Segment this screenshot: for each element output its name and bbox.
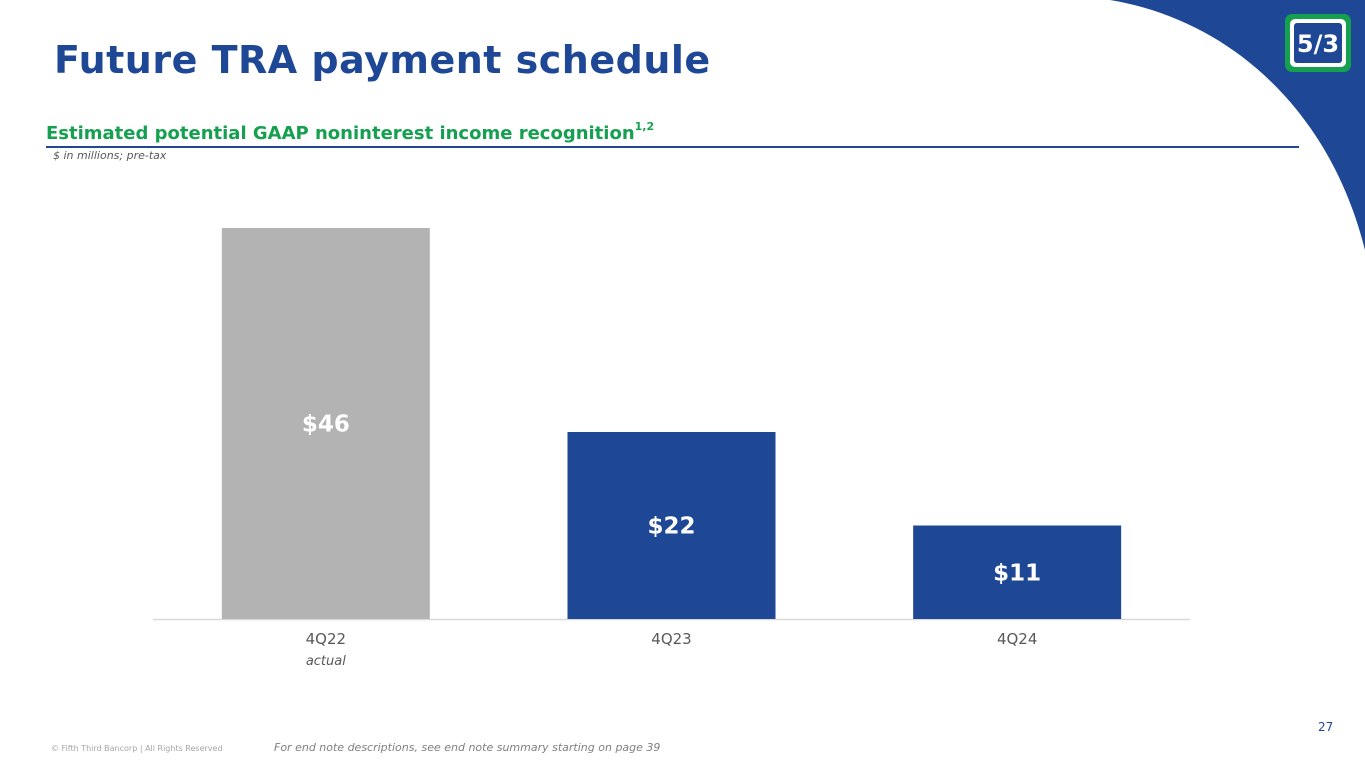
bar-4q24 [913, 525, 1122, 619]
x-tick-label-4q23: 4Q23 [651, 630, 691, 648]
data-label-4q22: $46 [302, 412, 350, 438]
chart-subtitle: Estimated potential GAAP noninterest inc… [46, 120, 655, 144]
x-tick-label-4q22: 4Q22 [306, 630, 346, 648]
data-label-4q24: $11 [993, 560, 1041, 586]
subtitle-divider [46, 146, 1299, 148]
fifth-third-logo-icon: 5/3 [1285, 14, 1351, 72]
page-number: 27 [1318, 720, 1334, 734]
page-title: Future TRA payment schedule [54, 38, 711, 82]
subtitle-text: Estimated potential GAAP noninterest inc… [46, 123, 635, 144]
copyright-notice: © Fifth Third Bancorp | All Rights Reser… [51, 744, 223, 753]
end-note-reference: For end note descriptions, see end note … [274, 741, 661, 754]
logo-text: 5/3 [1297, 30, 1339, 58]
subtitle-footnote-ref: 1,2 [634, 120, 655, 133]
x-tick-note-4q22: actual [306, 654, 346, 669]
bar-4q22 [221, 228, 430, 619]
x-tick-label-4q24: 4Q24 [997, 630, 1037, 648]
data-label-4q23: $22 [647, 514, 695, 540]
bar-4q23 [567, 432, 776, 619]
units-note: $ in millions; pre-tax [53, 149, 167, 162]
